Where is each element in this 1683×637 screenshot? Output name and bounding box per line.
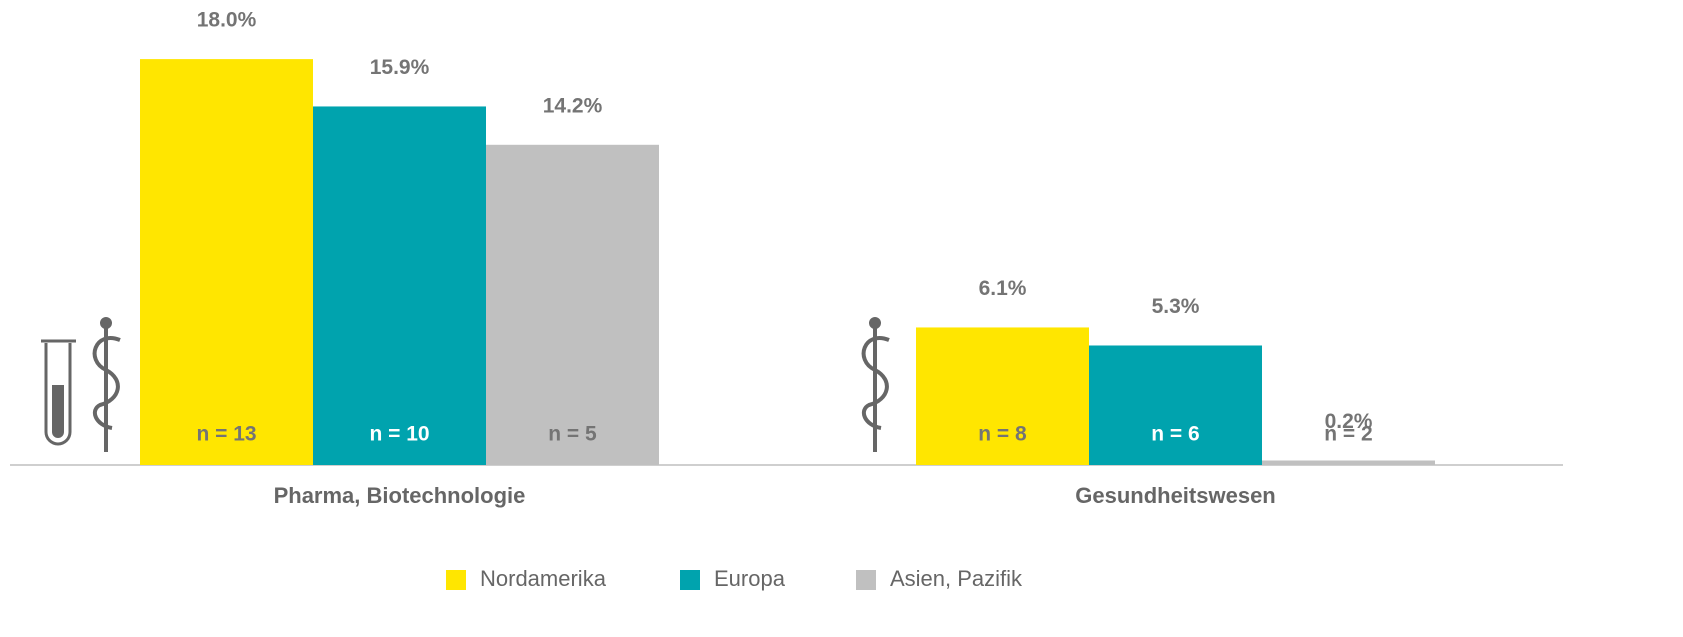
value-label: 18.0%	[197, 9, 257, 32]
n-label: n = 13	[196, 423, 256, 446]
bar	[140, 59, 313, 465]
bar	[486, 144, 659, 466]
x-tick-label: Gesundheitswesen	[1075, 483, 1276, 508]
bar	[1262, 460, 1435, 465]
n-label: n = 2	[1324, 423, 1372, 446]
value-label: 5.3%	[1152, 295, 1200, 318]
n-label: n = 8	[978, 423, 1027, 446]
legend-label: Asien, Pazifik	[890, 566, 1023, 591]
n-label: n = 6	[1151, 423, 1199, 446]
legend-swatch	[680, 570, 700, 590]
bar	[1089, 345, 1262, 465]
value-label: 6.1%	[979, 277, 1027, 300]
bar	[313, 106, 486, 465]
caduceus-icon	[861, 317, 890, 452]
value-label: 15.9%	[370, 56, 430, 79]
bar	[916, 327, 1089, 465]
test-tube-icon	[41, 339, 76, 446]
legend-swatch	[856, 570, 876, 590]
x-tick-label: Pharma, Biotechnologie	[274, 483, 526, 508]
value-label: 0.2%	[1325, 410, 1373, 433]
n-label: n = 5	[548, 423, 597, 446]
caduceus-icon	[92, 317, 121, 452]
legend-swatch	[446, 570, 466, 590]
legend-label: Europa	[714, 566, 786, 591]
legend-label: Nordamerika	[480, 566, 607, 591]
value-label: 14.2%	[543, 94, 603, 117]
n-label: n = 10	[369, 423, 429, 446]
